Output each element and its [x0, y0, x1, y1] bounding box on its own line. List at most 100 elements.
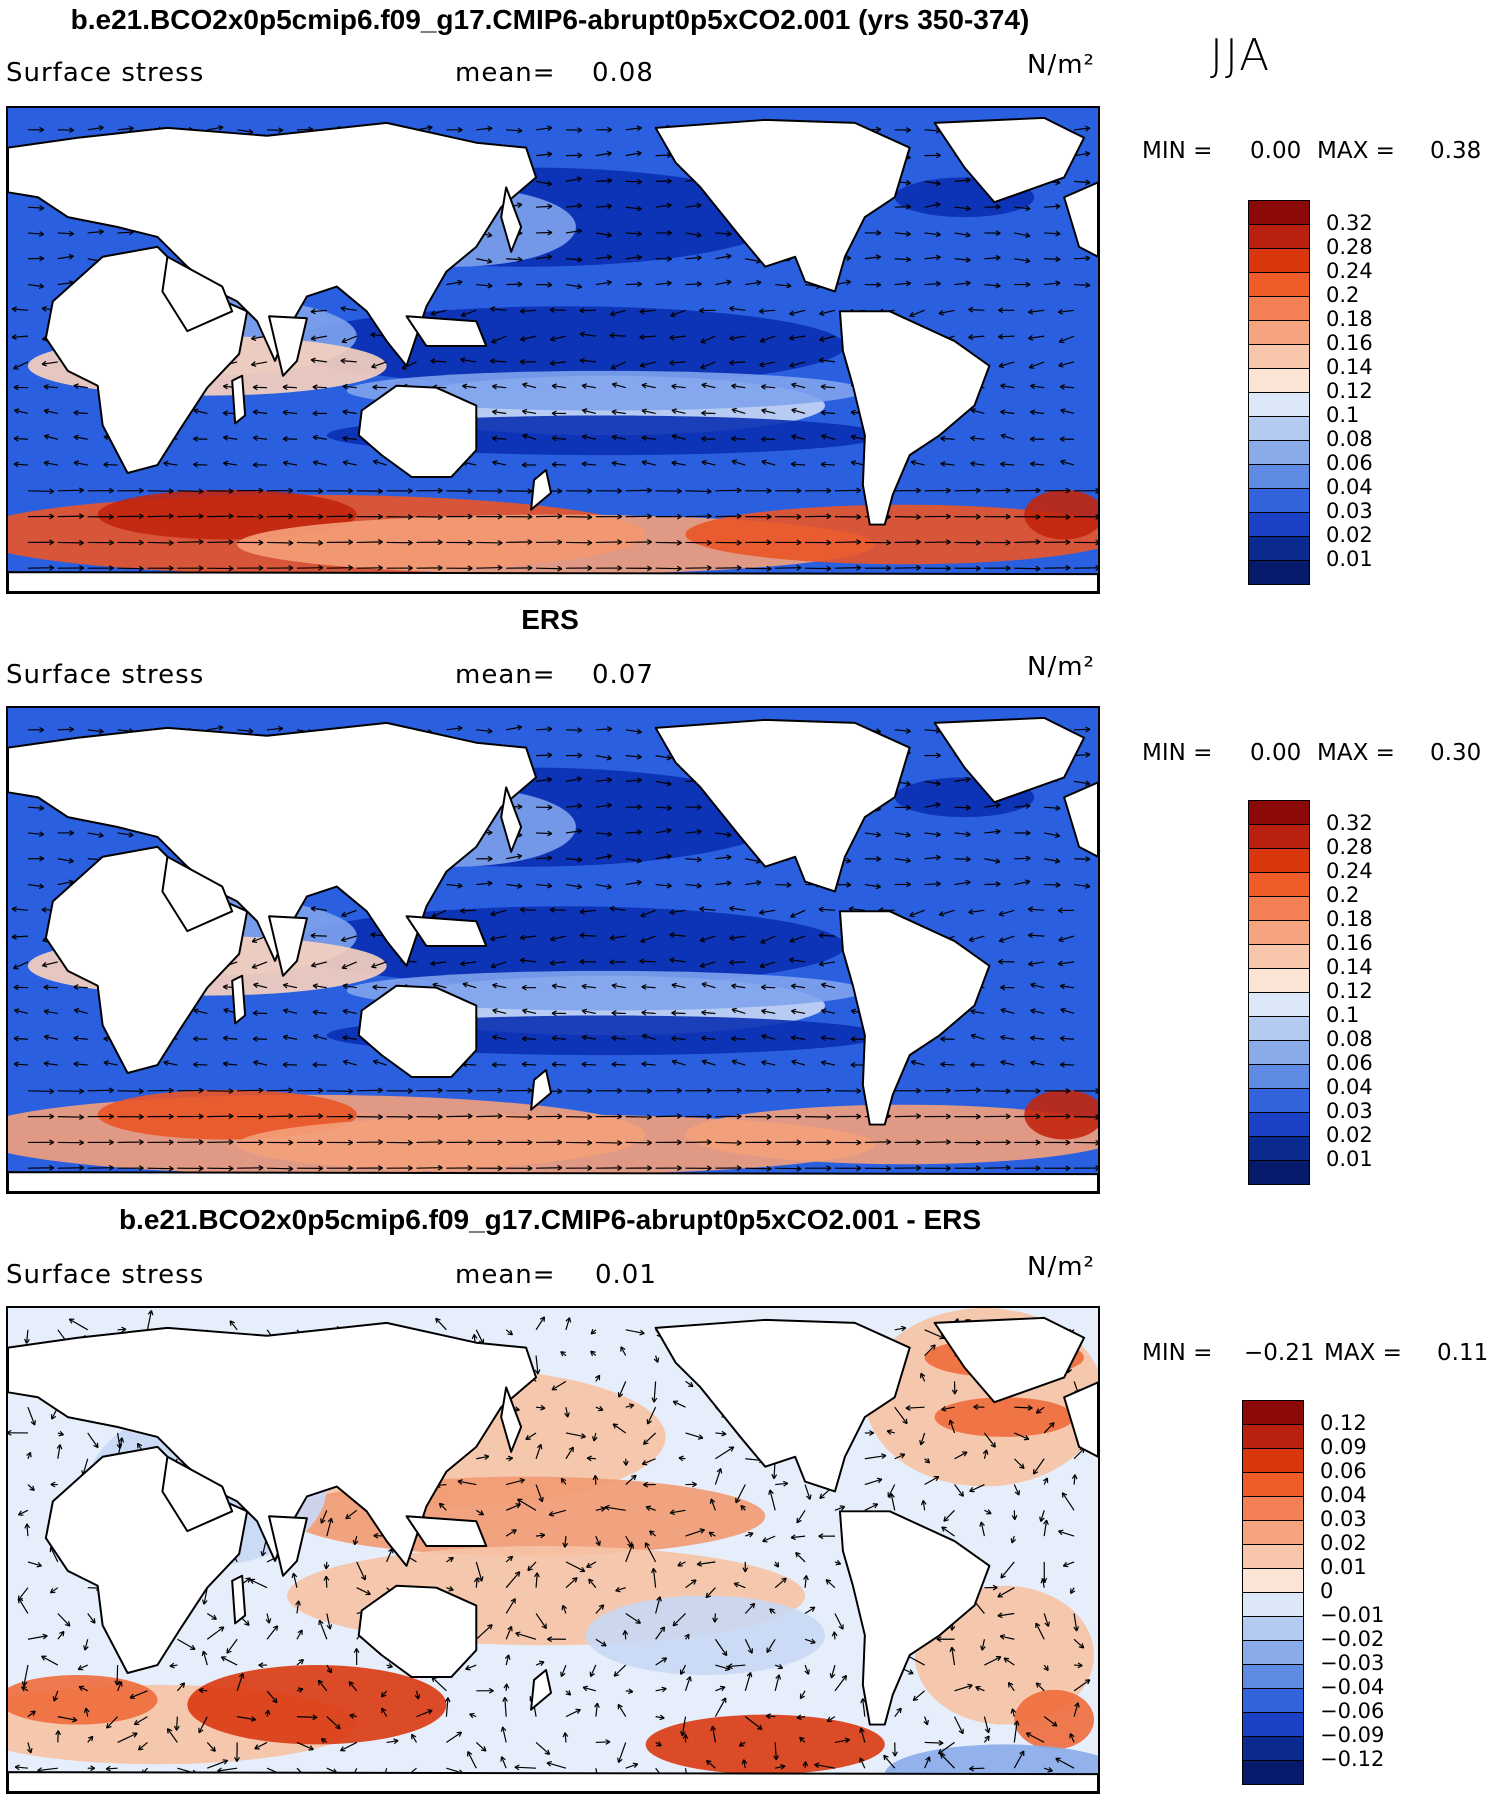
stress-vector-head	[492, 1034, 498, 1038]
stress-vector	[731, 1060, 746, 1066]
stress-vector-head	[791, 1008, 797, 1012]
stress-vector	[506, 855, 522, 860]
stress-vector-head	[701, 1060, 706, 1065]
stress-vector	[87, 729, 104, 733]
stress-vector-head	[11, 936, 17, 940]
stress-vector-head	[818, 359, 824, 364]
stress-vector-head	[108, 490, 114, 494]
stress-vector-head	[8, 1429, 12, 1433]
stress-vector-head	[59, 1430, 64, 1436]
stress-vector	[894, 1406, 908, 1425]
stress-vector-head	[1030, 409, 1036, 413]
stress-vector	[223, 462, 238, 466]
stress-vector-head	[1030, 1009, 1035, 1015]
stress-vector-head	[310, 932, 316, 937]
stress-vector-head	[1065, 487, 1071, 492]
stress-vector-head	[791, 1010, 796, 1015]
stress-vector	[87, 832, 104, 837]
stress-vector-head	[791, 434, 797, 437]
stress-vector-head	[73, 986, 79, 990]
stress-vector-head	[580, 1436, 586, 1439]
stress-vector-head	[706, 564, 712, 569]
stress-vector-head	[547, 804, 553, 808]
stress-vector-head	[1058, 963, 1064, 967]
stress-vector-head	[13, 435, 19, 439]
stress-vector-head	[318, 516, 324, 520]
stress-vector-head	[11, 908, 17, 913]
stress-vector-head	[915, 1113, 921, 1117]
stress-vector-head	[43, 1060, 49, 1064]
stress-vector	[1074, 283, 1091, 286]
stress-vector	[729, 307, 746, 311]
stress-vector-head	[587, 490, 593, 494]
stress-vector-head	[568, 1317, 572, 1323]
stress-vector	[685, 204, 702, 208]
stress-vector-head	[560, 1351, 564, 1357]
stress-vector-head	[490, 938, 496, 942]
stress-vector-head	[348, 515, 354, 520]
stress-vector-head	[790, 461, 796, 465]
stress-vector-head	[998, 307, 1004, 311]
stress-vector-head	[759, 361, 764, 366]
stress-vector-head	[79, 489, 85, 494]
stress-vector-head	[377, 488, 383, 492]
stress-vector	[582, 1010, 596, 1015]
stress-vector	[864, 832, 881, 836]
stress-vector-head	[909, 315, 915, 318]
stress-vector-head	[1005, 487, 1011, 491]
stress-vector-head	[1085, 751, 1091, 755]
stress-vector-head	[228, 1168, 234, 1172]
stress-vector	[731, 408, 746, 415]
stress-vector	[506, 258, 523, 261]
stress-vector-head	[73, 1037, 79, 1042]
stress-vector-head	[935, 202, 941, 205]
stress-vector-head	[522, 433, 528, 436]
stress-vector-head	[786, 282, 792, 287]
stress-vector-head	[320, 1519, 326, 1524]
stress-vector-head	[49, 1164, 55, 1169]
stress-vector-head	[68, 860, 74, 864]
stress-vector-head	[995, 804, 1001, 809]
stress-vector-head	[856, 539, 862, 543]
stress-vector-head	[497, 516, 503, 520]
stress-vector-head	[766, 1116, 772, 1120]
stress-vector	[1014, 805, 1031, 808]
colorbar-swatch	[1248, 1016, 1310, 1041]
stress-vector-head	[906, 231, 911, 235]
coastline	[405, 915, 488, 948]
stress-vector	[595, 256, 612, 260]
stress-vector-head	[671, 435, 677, 440]
stress-vector-head	[1028, 963, 1034, 967]
stress-vector	[535, 1484, 543, 1502]
stress-vector-head	[577, 283, 583, 288]
stress-vector-head	[611, 434, 617, 438]
stress-vector-head	[759, 962, 764, 968]
stress-vector	[864, 883, 881, 888]
stress-vector-head	[407, 514, 413, 518]
stress-vector	[1000, 1061, 1015, 1066]
stress-vector-head	[12, 964, 17, 969]
stress-vector-head	[193, 409, 198, 415]
stress-vector	[625, 858, 642, 862]
stress-vector-head	[343, 1059, 349, 1062]
colorbar-swatch	[1248, 512, 1310, 537]
stress-vector-head	[579, 310, 585, 314]
stress-vector	[536, 832, 553, 835]
stress-vector-head	[935, 183, 941, 187]
stress-vector-head	[557, 539, 563, 543]
stress-vector-head	[308, 126, 314, 130]
stress-vector-head	[982, 1449, 988, 1454]
stress-vector	[625, 831, 642, 834]
stress-vector-head	[252, 386, 258, 391]
stress-vector-head	[1065, 1115, 1071, 1120]
coastline	[838, 310, 991, 526]
stress-vector	[476, 729, 493, 733]
stress-vector-head	[696, 281, 702, 285]
stress-vector-head	[341, 915, 347, 918]
stress-vector-head	[8, 1432, 12, 1436]
stress-vector-head	[597, 1409, 604, 1412]
stress-vector	[1060, 409, 1075, 415]
stress-vector-head	[1035, 487, 1041, 491]
stress-vector-head	[223, 1007, 229, 1011]
stress-vector-head	[639, 334, 645, 338]
